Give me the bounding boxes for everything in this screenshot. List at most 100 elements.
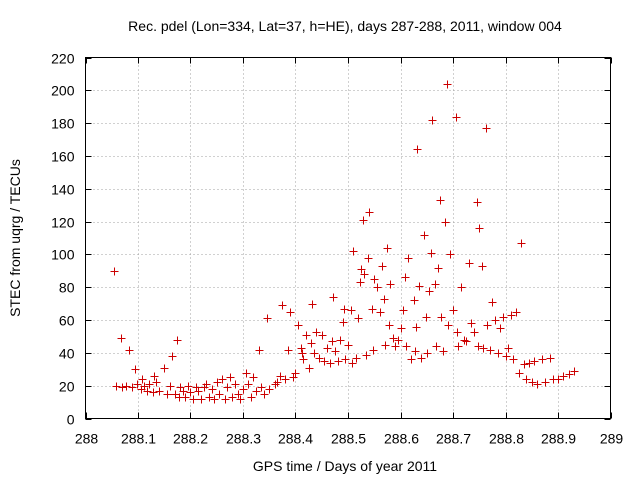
data-point [252,387,261,396]
y-tick-label: 100 [51,247,75,263]
y-axis-label: STEC from uqrg / TECUs [7,159,23,317]
data-point [386,280,395,289]
data-point [344,341,353,350]
data-point [517,239,526,248]
data-point [247,393,256,402]
x-tick-label: 288.7 [436,431,471,447]
data-point [401,273,410,282]
data-point [470,328,479,337]
data-point [228,393,237,402]
data-point [474,342,483,351]
data-point [449,306,458,315]
data-point [255,346,264,355]
data-point [323,344,332,353]
data-point [221,395,230,404]
data-point [413,145,422,154]
data-point [473,198,482,207]
data-point [488,298,497,307]
data-point [122,382,131,391]
data-point [370,275,379,284]
data-point [422,313,431,322]
data-point [478,262,487,271]
data-point [179,387,188,396]
data-point [328,337,337,346]
data-point [334,357,343,366]
data-point [383,244,392,253]
data-point [294,321,303,330]
data-point [410,296,419,305]
data-point [385,321,394,330]
data-point [444,321,453,330]
data-point [234,390,243,399]
data-point [399,306,408,315]
data-point [273,378,282,387]
data-point [145,380,154,389]
data-point [189,395,198,404]
data-point [512,308,521,317]
data-point [439,347,448,356]
data-point [412,323,421,332]
y-tick-label: 220 [51,51,75,67]
data-point [530,357,539,366]
data-point [427,249,436,258]
data-point [565,370,574,379]
grid-lines [85,57,611,419]
x-tick-labels: 288 288.1 288.2 288.3 288.4 288.5 288.6 288.7 28… [75,431,624,447]
data-point [394,336,403,345]
data-point [117,334,126,343]
data-point [546,354,555,363]
data-point [184,382,193,391]
data-point [308,300,317,309]
data-point [402,342,411,351]
data-point [432,342,441,351]
data-point [494,349,503,358]
data-point [541,378,550,387]
y-tick-label: 140 [51,182,75,198]
data-point [509,355,518,364]
y-tick-label: 60 [59,313,75,329]
data-point [554,375,563,384]
data-point [368,305,377,314]
data-point [186,388,195,397]
data-point [163,390,172,399]
data-point [155,387,164,396]
data-point [318,331,327,340]
data-point [173,336,182,345]
data-point [110,267,119,276]
y-tick-label: 200 [51,83,75,99]
data-point [415,282,424,291]
data-point [502,352,511,361]
x-tick-label: 288.9 [541,431,576,447]
data-point [364,254,373,263]
data-point [339,318,348,327]
data-point [226,373,235,382]
x-tick-label: 288.5 [331,431,366,447]
data-point [436,196,445,205]
data-point [441,218,450,227]
data-point [265,385,274,394]
data-point [260,390,269,399]
data-point [197,395,206,404]
data-point [302,331,311,340]
data-point [138,375,147,384]
data-point [297,344,306,353]
x-tick-label: 288.1 [121,431,156,447]
chart-title: Rec. pdel (Lon=334, Lat=37, h=HE), days … [128,18,562,34]
data-point [397,324,406,333]
data-point [380,295,389,304]
data-point [522,375,531,384]
data-point [411,347,420,356]
data-point [417,354,426,363]
data-point [286,308,295,317]
data-point [420,231,429,240]
data-point [331,347,340,356]
data-point [133,380,142,389]
data-point [378,262,387,271]
data-point [475,224,484,233]
data-point [381,341,390,350]
data-point [354,314,363,323]
data-point [357,265,366,274]
data-point [423,349,432,358]
data-point [359,216,368,225]
data-point [320,357,329,366]
